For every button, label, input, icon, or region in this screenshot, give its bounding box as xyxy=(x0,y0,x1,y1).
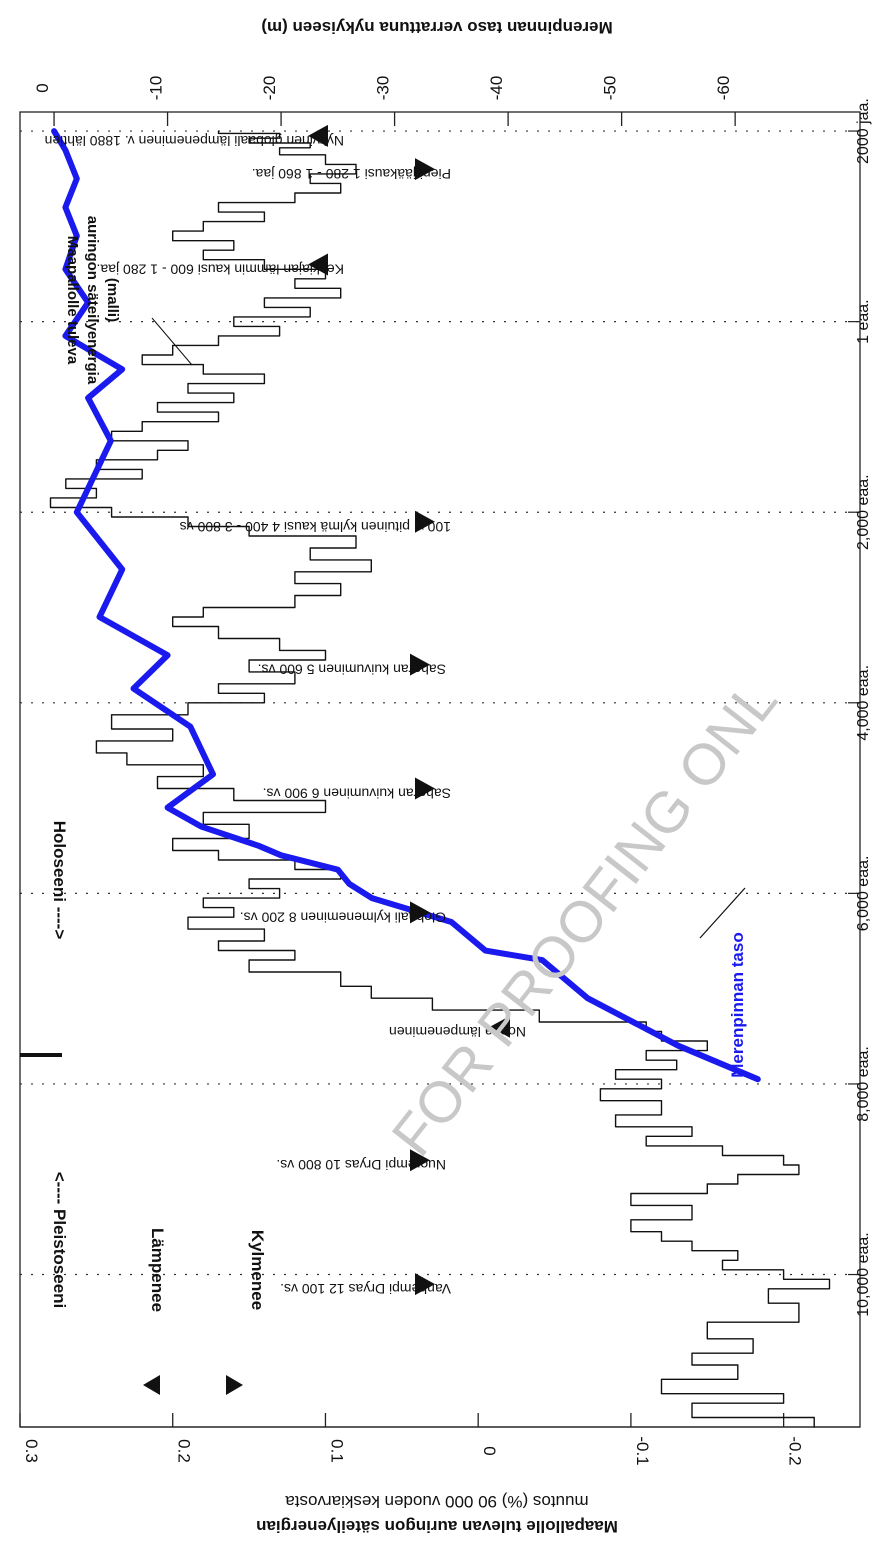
right-axis-tick-label: -30 xyxy=(374,76,393,101)
event-label: Pieni jääkausi 1 280 - 1 860 jaa. xyxy=(252,166,451,182)
cooling-marker-icon xyxy=(415,1273,435,1296)
legend-cooling-label: Kylmenee xyxy=(248,1230,267,1310)
sea-level-series-line xyxy=(51,128,761,1083)
cooling-marker-icon xyxy=(415,777,435,800)
cooling-marker-icon xyxy=(410,1149,430,1172)
cooling-marker-icon xyxy=(410,901,430,924)
event-label: Nopea lämpeneminen xyxy=(389,1024,526,1040)
cooling-marker-icon xyxy=(410,653,430,676)
left-axis: 0.3 0.2 0.1 0 -0.1 -0.2 xyxy=(19,1413,860,1466)
solar-energy-series-line xyxy=(49,130,831,1428)
cooling-marker-icon xyxy=(415,510,435,533)
event-label: Keskiajan lämmin kausi 600 - 1 280 jaa. xyxy=(97,261,344,277)
solar-model-label-line1: Maapallolle tuleva xyxy=(64,236,81,365)
left-axis-title-line2: muutos (%) 90 000 vuoden keskiarvosta xyxy=(285,1492,589,1511)
left-axis-tick-label: -0.1 xyxy=(633,1436,652,1465)
left-axis-tick-label: 0.3 xyxy=(22,1439,41,1463)
event-label: Nuorempi Dryas 10 800 vs. xyxy=(276,1157,446,1173)
event-label: Saharan kuivuminen 6 900 vs. xyxy=(263,786,451,802)
warming-marker-icon xyxy=(308,124,328,147)
left-axis-title-line1: Maapallolle tulevan auringon säteilyener… xyxy=(256,1517,618,1536)
left-axis-tick-label: 0 xyxy=(480,1446,499,1455)
time-axis-tick-label: 2,000 eaa. xyxy=(855,474,872,550)
sea-level-label: Merenpinnan taso xyxy=(728,932,747,1077)
right-axis-tick-label: -10 xyxy=(147,76,166,101)
solar-model-label-line2: auringon säteilyenergia xyxy=(84,216,101,385)
right-axis-tick-label: -50 xyxy=(601,76,620,101)
time-axis: 10,000 eaa. 8,000 eaa. 6,000 eaa. 4,000 eaa… xyxy=(848,98,872,1317)
time-axis-tick-label: 8,000 eaa. xyxy=(855,1046,872,1122)
event-label: 100 v. pituinen kylmä kausi 4 400 - 3 80… xyxy=(180,519,451,535)
time-axis-tick-label: 4,000 eaa. xyxy=(855,665,872,741)
sea-level-leader xyxy=(699,887,746,939)
solar-model-label-line3: (malli) xyxy=(104,278,121,322)
solar-model-leader xyxy=(151,317,193,366)
event-markers: Vanhempi Dryas 12 100 vs. Nuorempi Dryas … xyxy=(45,124,526,1297)
legend-cooling-icon xyxy=(226,1375,243,1395)
period-labels: <---- Pleistoseeni Holoseeni ----> xyxy=(20,821,69,1309)
time-axis-tick-label: 1 eaa. xyxy=(855,299,872,343)
right-axis-tick-label: -40 xyxy=(487,76,506,101)
left-axis-tick-label: 0.2 xyxy=(175,1439,194,1463)
legend-warming-icon xyxy=(143,1375,160,1395)
cooling-marker-icon xyxy=(415,158,435,181)
time-axis-tick-label: 2000 jaa. xyxy=(855,98,872,164)
warming-marker-icon xyxy=(490,1015,510,1038)
right-axis-tick-label: 0 xyxy=(33,83,52,92)
warming-marker-icon xyxy=(308,253,328,276)
event-label: Nykyinen globaali lämpeneminen v. 1880 l… xyxy=(45,133,344,149)
pleistocene-label: <---- Pleistoseeni xyxy=(50,1172,69,1309)
time-axis-tick-label: 10,000 eaa. xyxy=(855,1232,872,1317)
legend: Lämpenee Kylmenee Maapallolle tuleva aur… xyxy=(64,216,747,1395)
left-axis-tick-label: -0.2 xyxy=(786,1436,805,1465)
right-axis: 0 -10 -20 -30 -40 -50 -60 xyxy=(33,76,736,126)
right-axis-title: Merenpinnan taso verrattuna nykyiseen (m… xyxy=(261,18,612,37)
event-label: Globaali kylmeneminen 8 200 vs. xyxy=(240,909,446,925)
left-axis-tick-label: 0.1 xyxy=(327,1439,346,1463)
series-layer xyxy=(49,128,831,1428)
right-axis-tick-label: -60 xyxy=(714,76,733,101)
time-axis-tick-label: 6,000 eaa. xyxy=(855,856,872,932)
event-label: Vanhempi Dryas 12 100 vs. xyxy=(280,1281,451,1297)
right-axis-tick-label: -20 xyxy=(260,76,279,101)
time-gridlines xyxy=(20,130,860,1276)
legend-warming-label: Lämpenee xyxy=(148,1228,167,1312)
event-label: Saharan kuivuminen 5 600 vs. xyxy=(258,662,446,678)
holocene-label: Holoseeni ----> xyxy=(50,821,69,940)
